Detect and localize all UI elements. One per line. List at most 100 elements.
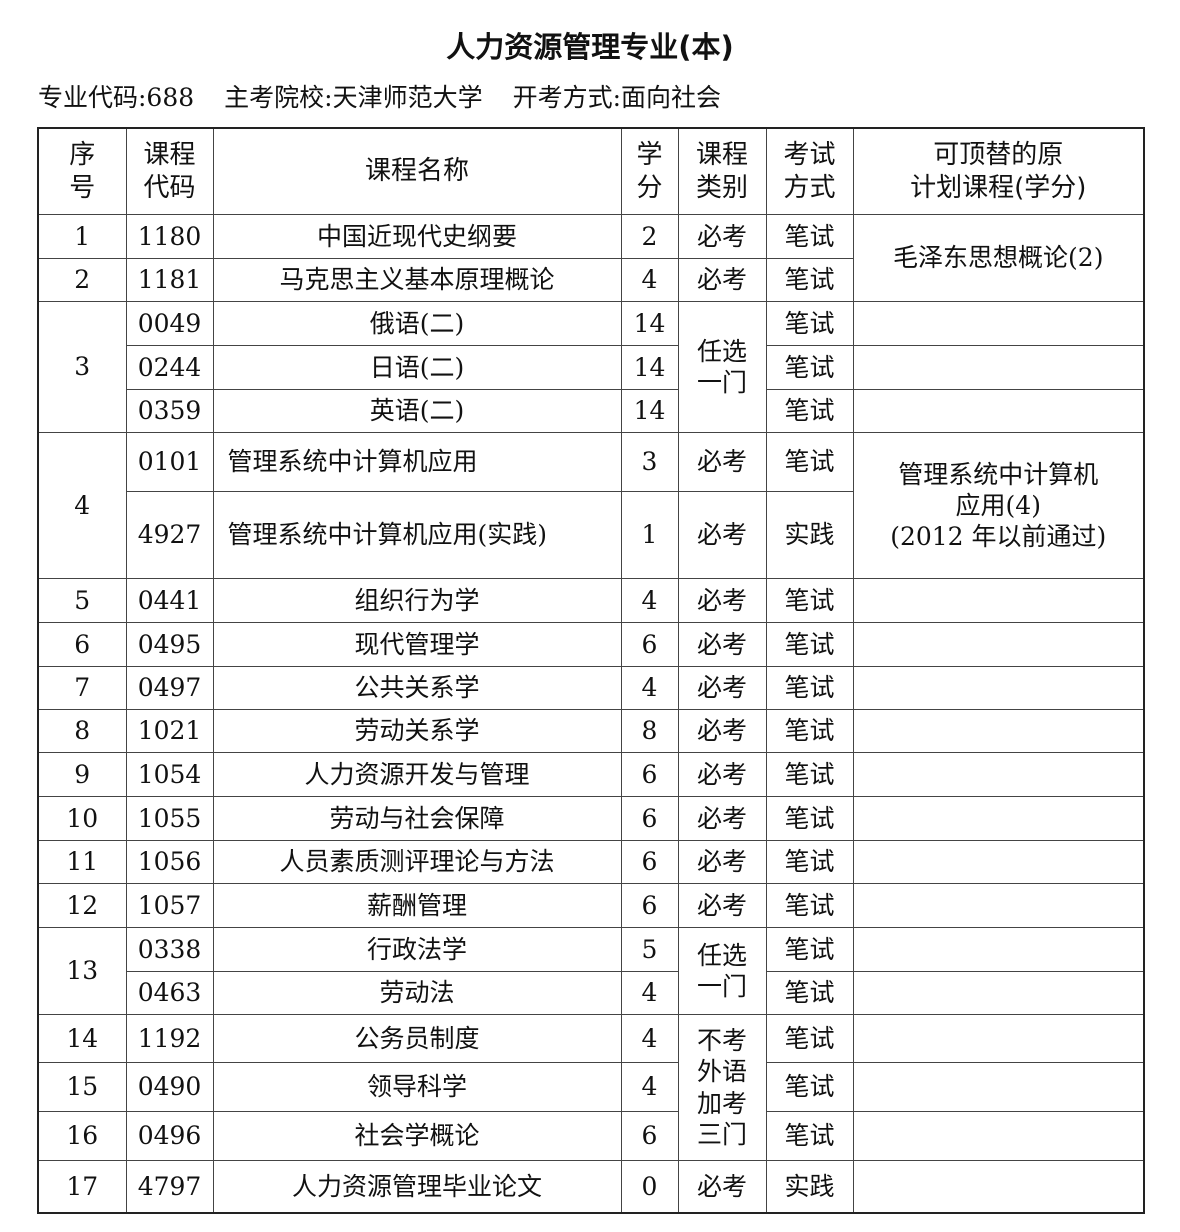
cell-replacement-course: [852, 622, 1145, 667]
cell-course-type: 必考: [677, 258, 767, 302]
cell-credit: 4: [620, 1062, 679, 1112]
cell-course-name: 俄语(二): [212, 301, 622, 346]
table-header-row: 序 号 课程 代码 课程名称 学 分 课程 类别 考试 方式 可顶替的原 计划课…: [37, 127, 1145, 215]
cell-credit: 6: [620, 840, 679, 884]
cell-exam-method: 笔试: [765, 927, 854, 972]
cell-replacement-course: [852, 578, 1145, 623]
cell-credit: 6: [620, 622, 679, 667]
cell-code: 1055: [125, 796, 214, 841]
table-row: 11 1056 人员素质测评理论与方法 6 必考 笔试: [37, 840, 1145, 884]
cell-seq: 4: [37, 432, 127, 579]
table-row: 2 1181 马克思主义基本原理概论 4 必考 笔试: [37, 258, 1144, 302]
header-replace: 可顶替的原 计划课程(学分): [852, 127, 1145, 215]
cell-replacement-course: [852, 752, 1145, 797]
cell-code: 1054: [125, 752, 214, 797]
table-row: 9 1054 人力资源开发与管理 6 必考 笔试: [37, 752, 1145, 797]
course-table: 序 号 课程 代码 课程名称 学 分 课程 类别 考试 方式 可顶替的原 计划课…: [37, 127, 1145, 1214]
cell-replacement-course: [852, 709, 1145, 753]
cell-exam-method: 笔试: [765, 883, 854, 928]
cell-exam-method: 笔试: [765, 578, 854, 623]
cell-code: 0490: [125, 1062, 214, 1112]
cell-credit: 14: [620, 389, 679, 433]
cell-seq: 10: [37, 796, 127, 841]
header-code: 课程 代码: [125, 127, 214, 215]
cell-course-type: 必考: [677, 666, 767, 710]
cell-course-name: 英语(二): [212, 389, 622, 433]
cell-course-name: 管理系统中计算机应用: [212, 432, 622, 492]
cell-code: 1056: [125, 840, 214, 884]
cell-course-type: 必考: [677, 883, 767, 928]
header-type: 课程 类别: [677, 127, 767, 215]
table-row: 16 0496 社会学概论 6 笔试: [37, 1111, 1145, 1161]
cell-seq: 6: [37, 622, 127, 667]
cell-exam-method: 笔试: [765, 1111, 854, 1161]
cell-code: 1181: [125, 258, 214, 302]
cell-exam-method: 笔试: [765, 752, 854, 797]
cell-course-name: 日语(二): [212, 345, 622, 390]
table-row: 15 0490 领导科学 4 笔试: [37, 1062, 1145, 1112]
cell-replacement-course: [852, 389, 1145, 433]
cell-course-type: 必考: [677, 491, 767, 579]
cell-exam-method: 笔试: [765, 1062, 854, 1112]
cell-course-name: 组织行为学: [212, 578, 622, 623]
cell-exam-method: 笔试: [765, 840, 854, 884]
cell-seq: 5: [37, 578, 127, 623]
cell-exam-method: 笔试: [765, 1014, 854, 1063]
cell-course-type: 任选 一门: [677, 301, 767, 433]
cell-seq: 9: [37, 752, 127, 797]
header-name: 课程名称: [212, 127, 622, 215]
cell-replacement-course: [852, 301, 1145, 346]
cell-code: 0496: [125, 1111, 214, 1161]
table-row: 7 0497 公共关系学 4 必考 笔试: [37, 666, 1145, 710]
cell-course-name: 公共关系学: [212, 666, 622, 710]
cell-credit: 8: [620, 709, 679, 753]
table-row: 12 1057 薪酬管理 6 必考 笔试: [37, 883, 1145, 928]
cell-course-name: 劳动与社会保障: [212, 796, 622, 841]
cell-code: 4797: [125, 1160, 214, 1213]
cell-seq: 3: [37, 301, 127, 433]
table-row: 6 0495 现代管理学 6 必考 笔试: [37, 622, 1145, 667]
cell-seq: 7: [37, 666, 127, 710]
cell-course-name: 中国近现代史纲要: [212, 214, 622, 259]
cell-credit: 14: [620, 345, 679, 390]
cell-credit: 14: [620, 301, 679, 346]
cell-seq: 17: [37, 1160, 127, 1213]
cell-replacement-course: [852, 971, 1145, 1015]
cell-credit: 0: [620, 1160, 679, 1213]
cell-credit: 4: [620, 971, 679, 1015]
cell-seq: 2: [37, 258, 127, 302]
exam-school: 主考院校:天津师范大学: [224, 83, 483, 112]
cell-credit: 3: [620, 432, 679, 492]
cell-exam-method: 笔试: [765, 214, 854, 259]
cell-code: 0049: [125, 301, 214, 346]
cell-course-type: 必考: [677, 432, 767, 492]
cell-code: 1180: [125, 214, 214, 259]
cell-course-type: 必考: [677, 214, 767, 259]
cell-course-name: 马克思主义基本原理概论: [212, 258, 622, 302]
header-method: 考试 方式: [765, 127, 854, 215]
cell-replacement-course: [852, 666, 1145, 710]
cell-seq: 13: [37, 927, 127, 1015]
table-row: 0359 英语(二) 14 笔试: [38, 389, 1145, 433]
cell-exam-method: 笔试: [765, 258, 854, 302]
cell-replacement-course: [852, 883, 1145, 928]
cell-seq: 12: [37, 883, 127, 928]
cell-replacement-course: [852, 345, 1145, 390]
cell-replacement-course: [852, 1062, 1145, 1112]
cell-code: 0463: [125, 971, 214, 1015]
cell-course-name: 社会学概论: [212, 1111, 622, 1161]
cell-course-name: 领导科学: [212, 1062, 622, 1112]
cell-course-type: 必考: [677, 796, 767, 841]
cell-replacement-course: [852, 927, 1145, 972]
cell-code: 0101: [125, 432, 214, 492]
cell-credit: 4: [620, 1014, 679, 1063]
table-row: 17 4797 人力资源管理毕业论文 0 必考 实践: [37, 1160, 1145, 1213]
cell-seq: 11: [37, 840, 127, 884]
cell-credit: 4: [620, 258, 679, 302]
table-row: 14 1192 公务员制度 4 不考 外语 加考 三门 笔试: [37, 1014, 1145, 1161]
cell-code: 1192: [125, 1014, 214, 1063]
cell-code: 0338: [125, 927, 214, 972]
cell-exam-method: 笔试: [765, 666, 854, 710]
cell-seq: 8: [37, 709, 127, 753]
cell-credit: 4: [620, 578, 679, 623]
